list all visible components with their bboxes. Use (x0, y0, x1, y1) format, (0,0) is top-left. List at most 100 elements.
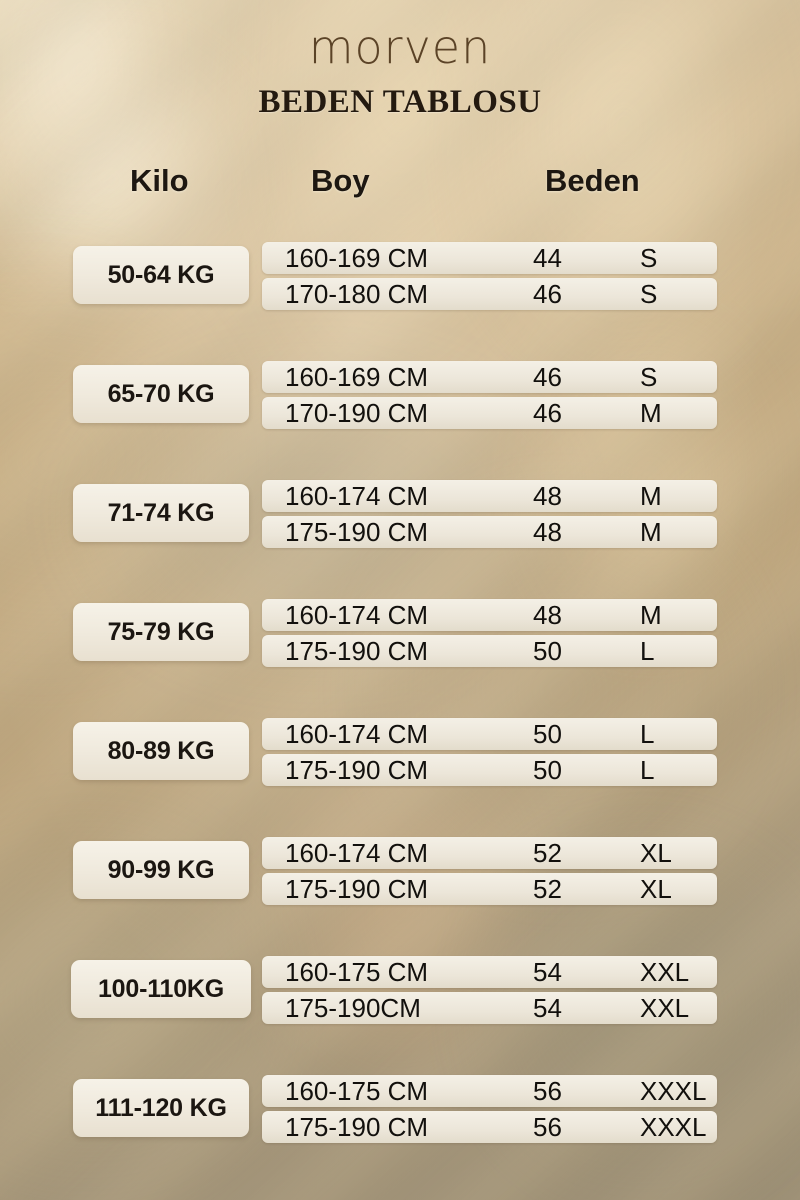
size-number-cell: 46 (533, 398, 562, 428)
size-letter-cell: S (640, 279, 658, 309)
size-number-cell: 50 (533, 719, 562, 749)
table-row: 160-175 CM 54 XXL (262, 956, 717, 988)
table-row: 160-174 CM 50 L (262, 718, 717, 750)
size-number-cell: 50 (533, 755, 562, 785)
size-rows: 160-169 CM 46 S 170-190 CM 46 M (262, 361, 717, 429)
height-cell: 160-174 CM (285, 481, 429, 511)
height-cell: 175-190CM (285, 993, 421, 1023)
height-cell: 170-180 CM (285, 279, 429, 309)
weight-pill: 71-74 KG (73, 484, 249, 542)
size-letter-cell: M (640, 398, 662, 428)
size-number-cell: 48 (533, 517, 562, 547)
weight-pill: 65-70 KG (73, 365, 249, 423)
header: morven BEDEN TABLOSU (0, 0, 800, 119)
size-letter-cell: L (640, 636, 655, 666)
table-row: 160-174 CM 48 M (262, 480, 717, 512)
size-number-cell: 46 (533, 279, 562, 309)
height-cell: 175-190 CM (285, 636, 429, 666)
table-row: 175-190 CM 52 XL (262, 873, 717, 905)
size-letter-cell: L (640, 719, 655, 749)
size-rows: 160-174 CM 48 M 175-190 CM 48 M (262, 480, 717, 548)
weight-label: 80-89 KG (107, 736, 215, 765)
size-rows: 160-169 CM 44 S 170-180 CM 46 S (262, 242, 717, 310)
size-number-cell: 46 (533, 362, 562, 392)
size-letter-cell: XXL (640, 993, 690, 1023)
brand-logo: morven (308, 20, 492, 74)
table-row: 175-190CM 54 XXL (262, 992, 717, 1024)
size-number-cell: 52 (533, 874, 562, 904)
size-number-cell: 50 (533, 636, 562, 666)
size-number-cell: 54 (533, 957, 562, 987)
size-letter-cell: XL (640, 838, 672, 868)
size-letter-cell: M (640, 517, 662, 547)
weight-pill: 90-99 KG (73, 841, 249, 899)
table-row: 170-180 CM 46 S (262, 278, 717, 310)
size-group: 100-110KG 160-175 CM 54 XXL 175-190CM 54 XXL (0, 942, 800, 1037)
size-group: 111-120 KG 160-175 CM 56 XXXL 175-190 CM 56 XX… (0, 1061, 800, 1156)
weight-label: 65-70 KG (107, 379, 215, 408)
column-header-kilo: Kilo (130, 163, 189, 198)
table-row: 175-190 CM 50 L (262, 754, 717, 786)
table-row: 160-174 CM 52 XL (262, 837, 717, 869)
weight-label: 111-120 KG (95, 1093, 227, 1122)
size-group: 75-79 KG 160-174 CM 48 M 175-190 CM 50 L (0, 585, 800, 680)
table-row: 170-190 CM 46 M (262, 397, 717, 429)
size-rows: 160-175 CM 54 XXL 175-190CM 54 XXL (262, 956, 717, 1024)
weight-pill: 100-110KG (71, 960, 251, 1018)
size-rows: 160-174 CM 50 L 175-190 CM 50 L (262, 718, 717, 786)
table-row: 175-190 CM 56 XXXL (262, 1111, 717, 1143)
weight-label: 75-79 KG (107, 617, 215, 646)
weight-label: 100-110KG (97, 974, 225, 1003)
weight-pill: 75-79 KG (73, 603, 249, 661)
size-letter-cell: XXL (640, 957, 690, 987)
size-number-cell: 56 (533, 1112, 562, 1142)
size-number-cell: 48 (533, 600, 562, 630)
size-rows: 160-175 CM 56 XXXL 175-190 CM 56 XXXL (262, 1075, 717, 1143)
height-cell: 175-190 CM (285, 517, 429, 547)
size-rows: 160-174 CM 48 M 175-190 CM 50 L (262, 599, 717, 667)
weight-pill: 50-64 KG (73, 246, 249, 304)
size-letter-cell: M (640, 600, 662, 630)
size-number-cell: 54 (533, 993, 562, 1023)
height-cell: 160-174 CM (285, 719, 429, 749)
table-row: 160-169 CM 46 S (262, 361, 717, 393)
size-letter-cell: XXXL (640, 1112, 707, 1142)
table-row: 160-175 CM 56 XXXL (262, 1075, 717, 1107)
height-cell: 175-190 CM (285, 874, 429, 904)
height-cell: 160-169 CM (285, 243, 429, 273)
column-headers: Kilo Boy Beden (0, 163, 800, 205)
table-row: 175-190 CM 48 M (262, 516, 717, 548)
weight-label: 50-64 KG (107, 260, 215, 289)
height-cell: 175-190 CM (285, 755, 429, 785)
size-letter-cell: XL (640, 874, 672, 904)
table-row: 175-190 CM 50 L (262, 635, 717, 667)
table-row: 160-174 CM 48 M (262, 599, 717, 631)
table-row: 160-169 CM 44 S (262, 242, 717, 274)
size-letter-cell: M (640, 481, 662, 511)
size-group: 65-70 KG 160-169 CM 46 S 170-190 CM 46 M (0, 347, 800, 442)
height-cell: 160-174 CM (285, 838, 429, 868)
size-group: 71-74 KG 160-174 CM 48 M 175-190 CM 48 M (0, 466, 800, 561)
column-header-beden: Beden (545, 163, 640, 198)
size-group: 80-89 KG 160-174 CM 50 L 175-190 CM 50 L (0, 704, 800, 799)
size-rows: 160-174 CM 52 XL 175-190 CM 52 XL (262, 837, 717, 905)
height-cell: 160-175 CM (285, 957, 429, 987)
size-letter-cell: S (640, 362, 658, 392)
height-cell: 160-174 CM (285, 600, 429, 630)
weight-pill: 80-89 KG (73, 722, 249, 780)
size-group: 50-64 KG 160-169 CM 44 S 170-180 CM 46 S (0, 228, 800, 323)
page-title: BEDEN TABLOSU (258, 84, 542, 120)
size-number-cell: 56 (533, 1076, 562, 1106)
weight-label: 71-74 KG (107, 498, 215, 527)
column-header-boy: Boy (311, 163, 370, 198)
size-letter-cell: S (640, 243, 658, 273)
weight-pill: 111-120 KG (73, 1079, 249, 1137)
size-letter-cell: L (640, 755, 655, 785)
size-number-cell: 48 (533, 481, 562, 511)
height-cell: 160-175 CM (285, 1076, 429, 1106)
size-number-cell: 44 (533, 243, 562, 273)
weight-label: 90-99 KG (107, 855, 215, 884)
height-cell: 170-190 CM (285, 398, 429, 428)
